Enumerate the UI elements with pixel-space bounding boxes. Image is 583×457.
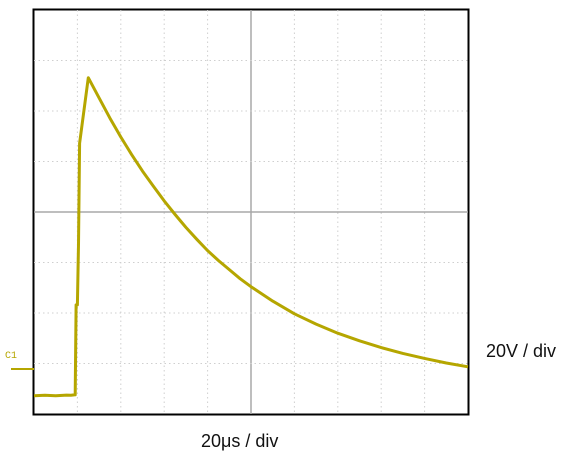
channel-marker: C1 (5, 351, 34, 370)
channel-label: C1 (5, 351, 17, 362)
signal-trace (33, 76, 469, 398)
volts-per-div-label: 20V / div (486, 341, 557, 361)
time-per-div-label: 20μs / div (201, 431, 279, 451)
